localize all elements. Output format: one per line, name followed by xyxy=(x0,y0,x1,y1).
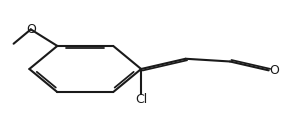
Text: Cl: Cl xyxy=(135,93,147,106)
Text: O: O xyxy=(26,23,36,36)
Text: O: O xyxy=(269,64,279,77)
